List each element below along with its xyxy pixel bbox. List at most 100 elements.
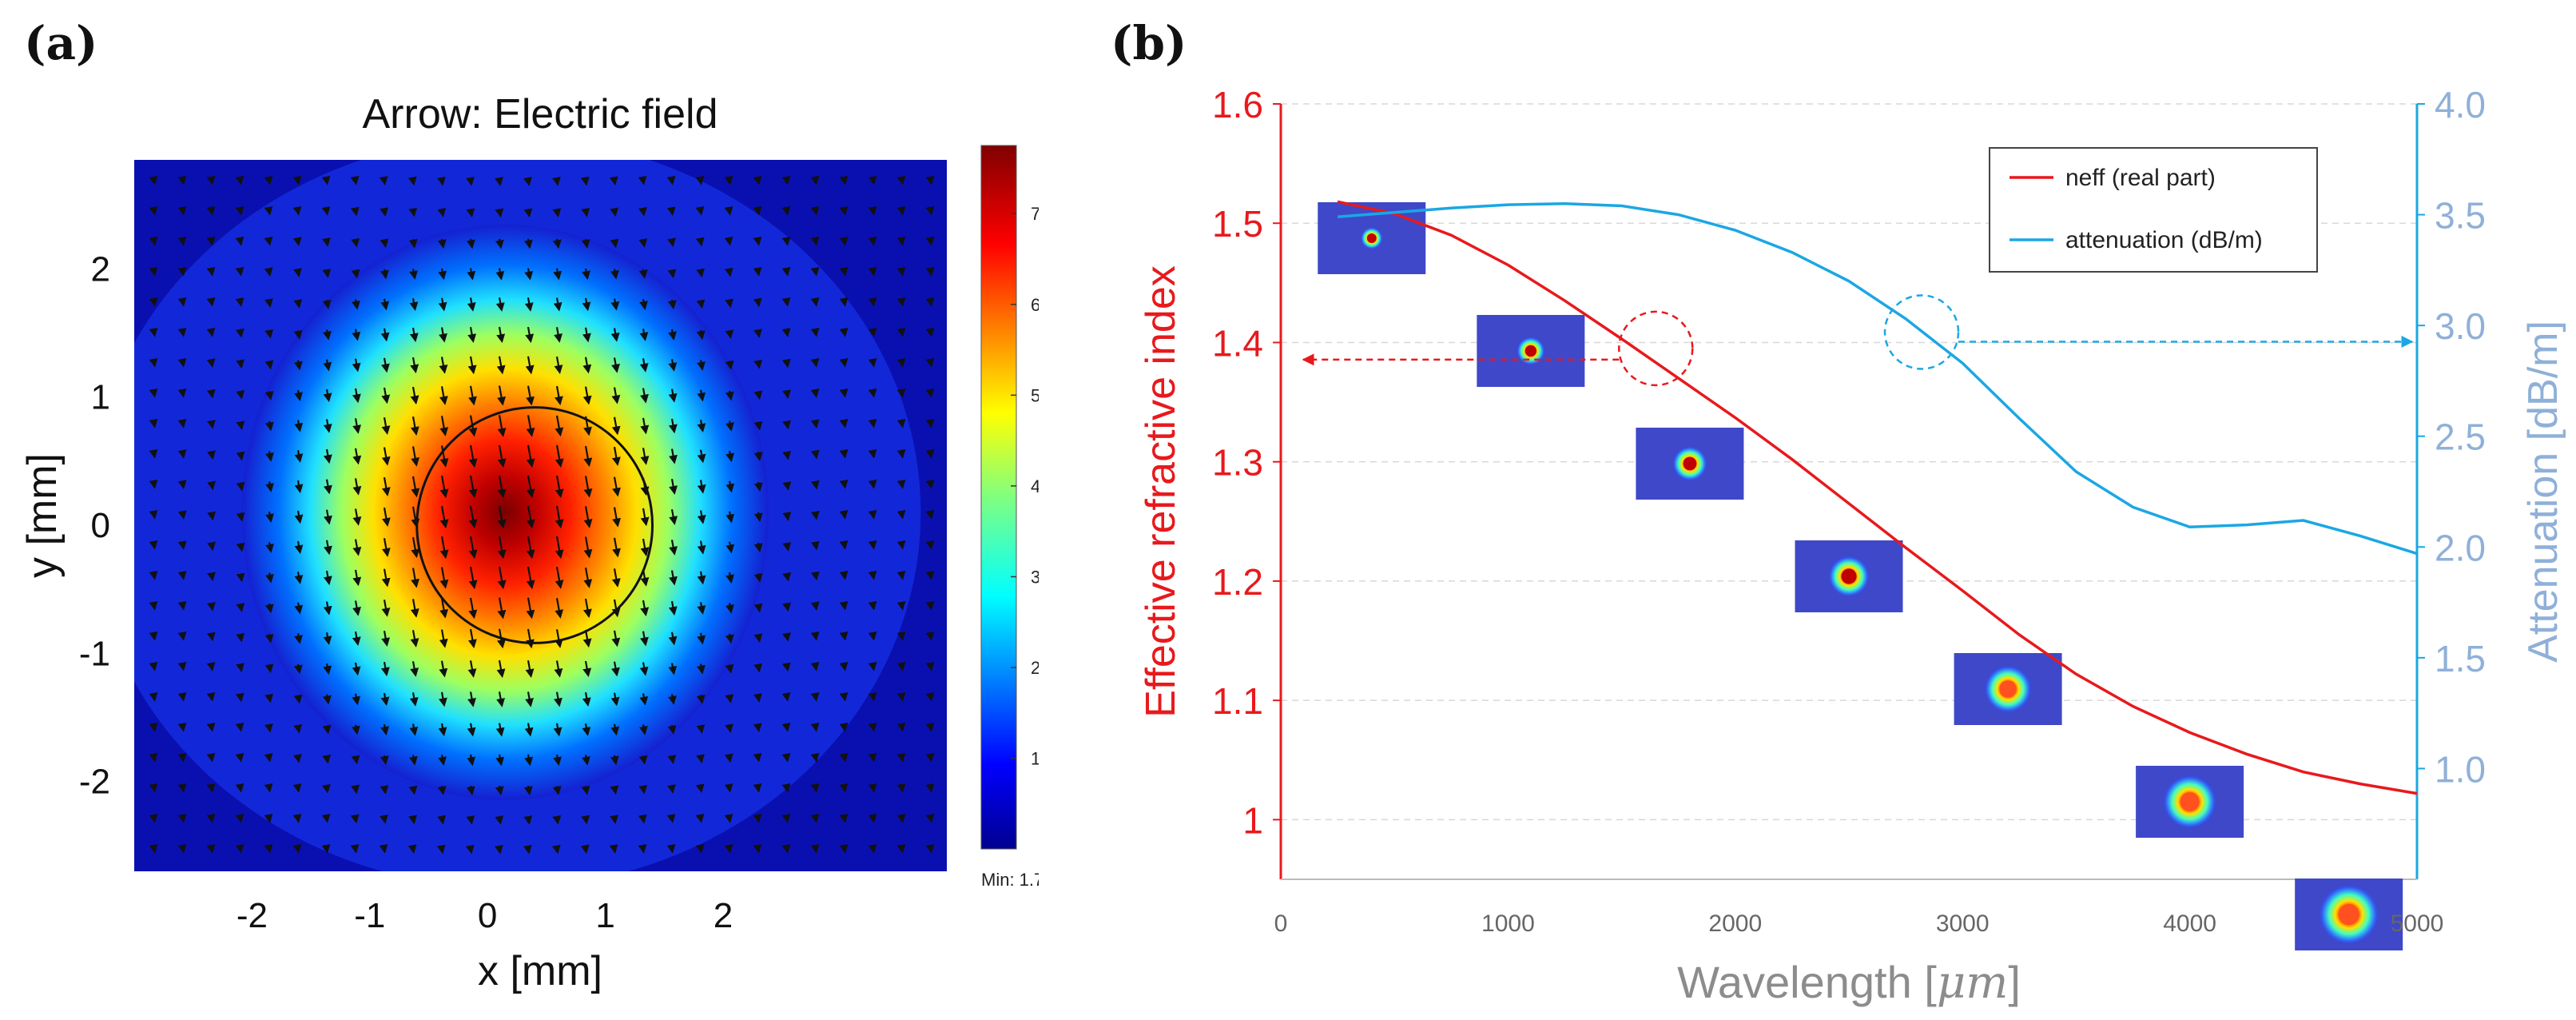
field-arrow [324,479,332,495]
field-arrow [436,844,446,855]
field-arrow [668,663,678,675]
field-arrow [782,450,792,460]
left-tick-label: 1.3 [1212,442,1263,484]
field-arrow [352,329,361,341]
right-tick-label: 2.5 [2435,416,2486,458]
field-arrow [206,266,216,277]
field-arrow [782,542,792,552]
field-arrow [638,755,648,765]
field-arrow [781,266,791,277]
field-arrow [410,630,419,647]
legend-neff-label: neff (real part) [2065,165,2216,191]
field-arrow [753,420,763,431]
field-arrow [236,572,245,583]
field-arrow [293,360,303,371]
field-arrow [697,540,706,555]
x-tick-label: 0 [478,896,497,935]
field-arrow [206,236,216,246]
field-arrow [352,693,361,706]
field-arrow [293,723,303,734]
colorbar-tick-label: 4000 [1031,476,1039,496]
field-arrow [925,266,935,277]
field-arrow [206,602,216,612]
field-arrow [149,205,158,216]
field-arrow [925,297,935,307]
field-arrow [639,299,648,310]
field-arrow [583,567,593,588]
field-arrow [725,511,735,524]
field-arrow [810,571,820,581]
field-arrow [265,451,274,462]
field-arrow [352,358,361,373]
field-arrow [810,480,820,490]
field-arrow [497,444,507,468]
field-arrow [725,663,734,674]
field-arrow [810,783,820,793]
field-arrow [149,540,158,550]
field-arrow [380,238,389,249]
field-arrow [407,844,417,855]
field-arrow [753,452,763,461]
field-arrow [439,536,449,560]
field-arrow [409,297,419,311]
field-arrow [149,266,158,277]
field-arrow [408,785,418,795]
field-arrow [497,566,507,590]
field-arrow [610,815,618,824]
field-arrow [149,357,158,368]
field-arrow [177,297,187,307]
field-arrow [696,268,706,278]
field-arrow [725,390,734,401]
field-arrow [439,357,448,374]
field-arrow [695,813,705,823]
right-tick-label: 4.0 [2435,84,2486,126]
field-arrow [439,475,449,499]
field-arrow [381,416,391,435]
field-arrow [526,475,535,499]
field-arrow [523,785,533,796]
field-arrow [753,481,763,492]
field-arrow [177,843,187,854]
left-tick-label: 1 [1242,799,1263,841]
left-tick-label: 1.5 [1212,203,1263,245]
field-arrow [925,843,935,854]
field-arrow [555,598,564,619]
field-arrow [436,176,446,186]
field-arrow [408,238,418,249]
field-arrow [810,601,820,612]
field-arrow [322,724,332,735]
field-arrow [408,755,418,766]
field-arrow [610,755,619,766]
field-arrow [610,269,619,280]
field-arrow [264,753,273,763]
field-arrow [611,599,621,618]
field-arrow [149,600,158,611]
field-arrow [468,566,478,590]
field-arrow [321,175,331,185]
field-arrow [351,269,360,279]
field-arrow [669,508,678,526]
field-arrow [526,505,535,529]
field-arrow [206,327,216,337]
field-arrow [322,694,332,705]
field-arrow [868,813,877,823]
field-arrow [149,631,158,641]
field-arrow [293,268,302,278]
field-arrow [583,506,593,528]
field-arrow [526,597,535,620]
field-arrow [352,539,362,556]
field-arrow [781,783,791,793]
field-arrow [352,600,361,616]
field-arrow [206,783,216,793]
field-arrow [552,238,562,249]
legend-attenuation-label: attenuation (dB/m) [2065,227,2263,253]
field-arrow [292,175,302,185]
field-arrow [323,632,332,645]
field-arrow [781,843,791,854]
field-arrow [177,783,187,793]
panel-a-label: (a) [24,16,98,70]
field-arrow [523,815,533,825]
right-tick-label: 2.0 [2435,527,2486,568]
mode-profile-inset [2136,766,2244,838]
